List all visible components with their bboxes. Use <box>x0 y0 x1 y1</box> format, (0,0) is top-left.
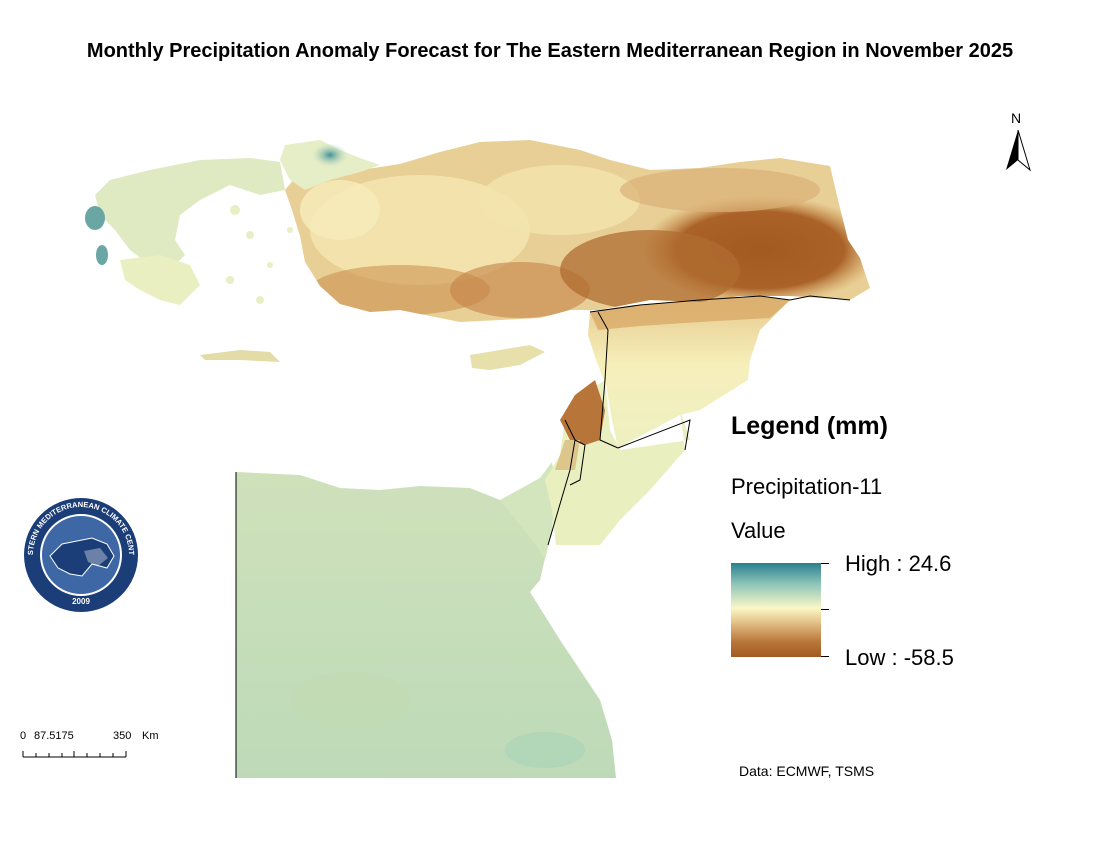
sinai-region <box>500 462 556 560</box>
logo-year: 2009 <box>72 597 90 606</box>
north-arrow <box>1006 129 1031 172</box>
legend-tick-mid <box>821 609 829 610</box>
data-credit: Data: ECMWF, TSMS <box>739 763 875 779</box>
scale-label-2: 350 <box>113 730 132 742</box>
legend-color-ramp <box>731 563 821 657</box>
country-borders <box>547 295 851 546</box>
turkey-region <box>285 140 870 322</box>
scale-bar <box>22 751 127 758</box>
legend-tick-high <box>821 563 829 564</box>
legend-low-label: Low : -58.5 <box>845 645 954 670</box>
scale-bar-labels: 0 87.5175 350 Km <box>18 730 159 762</box>
emcc-logo: EASTERN MEDITERRANEAN CLIMATE CENTRE 200… <box>22 496 138 612</box>
levant-south-region <box>545 380 690 545</box>
legend-tick-low <box>821 656 829 657</box>
legend-title: Legend (mm) <box>731 412 888 440</box>
north-label: N <box>1011 110 1022 126</box>
syria-region <box>588 296 790 448</box>
legend-field-name: Value <box>731 518 786 543</box>
greece-region <box>85 158 545 370</box>
legend-layer-name: Precipitation-11 <box>731 474 883 499</box>
map-title: Monthly Precipitation Anomaly Forecast f… <box>86 40 1014 62</box>
scale-label-1: 87.5175 <box>34 730 74 742</box>
scale-label-0: 0 <box>20 730 27 742</box>
legend-high-label: High : 24.6 <box>845 551 952 576</box>
egypt-region <box>235 472 616 778</box>
thrace-region <box>280 140 380 190</box>
scale-label-unit: Km <box>142 730 159 742</box>
